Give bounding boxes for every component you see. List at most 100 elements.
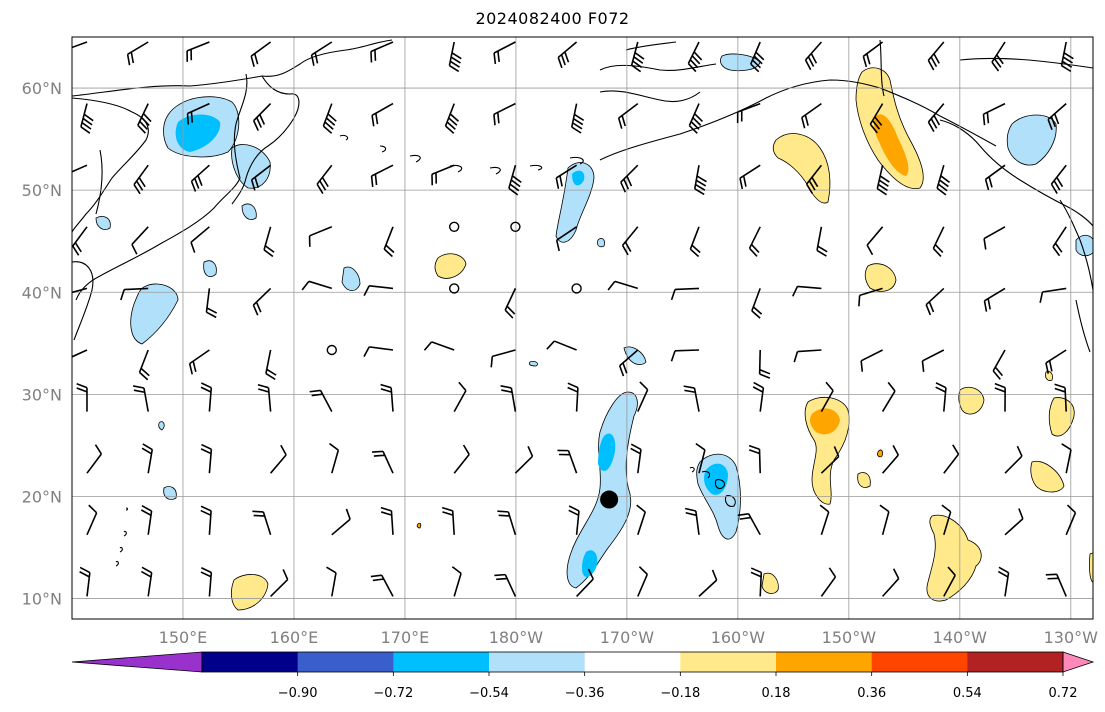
wind-barb xyxy=(265,349,277,381)
wind-barb xyxy=(820,567,837,597)
wind-barb xyxy=(997,566,1010,597)
wind-barb xyxy=(618,349,639,377)
wind-barb xyxy=(739,164,761,190)
wind-barb xyxy=(453,381,467,412)
colorbar-frame xyxy=(201,651,1064,673)
lon-tick-label: 170°E xyxy=(381,628,430,647)
wind-barb xyxy=(453,444,470,474)
wind-barb xyxy=(326,566,337,597)
wind-barb xyxy=(758,349,771,379)
wind-barb xyxy=(126,41,149,66)
coast-small-islands xyxy=(115,507,129,567)
neg-area-spot-c xyxy=(528,361,538,367)
pos-area-40n-141w xyxy=(864,263,897,292)
wind-barb xyxy=(881,381,896,413)
wind-barb xyxy=(86,504,98,536)
wind-barb xyxy=(804,41,823,71)
wind-barb xyxy=(1061,443,1072,474)
wind-barb xyxy=(1047,102,1067,131)
coast-aleutians xyxy=(339,134,584,175)
neg-area-kuril-small xyxy=(241,203,257,220)
lon-tick-label: 170°W xyxy=(600,628,655,647)
neg-area-spot-b xyxy=(623,346,647,365)
wind-barb xyxy=(876,165,890,196)
wind-barb xyxy=(80,103,94,134)
wind-barb xyxy=(982,102,1006,126)
wind-barb xyxy=(689,226,701,258)
coast-alaska-interior xyxy=(879,39,1093,97)
wind-barb xyxy=(858,287,883,307)
wind-barb xyxy=(188,349,210,375)
coast-okhotsk xyxy=(72,97,149,233)
wind-barb xyxy=(881,445,900,474)
storm-center-marker xyxy=(600,490,619,509)
wind-barb xyxy=(331,508,351,536)
wind-barb xyxy=(557,41,578,69)
wind-barb xyxy=(991,41,1006,72)
lon-tick-label: 150°E xyxy=(159,628,208,647)
wind-barb xyxy=(1052,226,1067,257)
map-background xyxy=(72,37,1093,619)
wind-barb xyxy=(693,165,707,196)
lon-tick-label: 130°W xyxy=(1044,628,1099,647)
pos-area-spot-141w xyxy=(877,449,883,458)
wind-barb xyxy=(252,103,272,131)
colorbar-swatch xyxy=(680,652,777,672)
wind-barb xyxy=(190,226,210,253)
colorbar-tick-label: −0.36 xyxy=(565,686,605,701)
wind-barb xyxy=(943,444,960,474)
wind-barb xyxy=(72,41,88,49)
colorbar-swatch xyxy=(489,652,586,672)
wind-barb xyxy=(508,164,522,196)
neg-area-west-40n xyxy=(130,283,179,345)
wind-barb xyxy=(72,287,88,294)
wind-barb xyxy=(793,349,822,363)
wind-barb xyxy=(862,41,884,68)
pos-area-central-core xyxy=(809,408,840,435)
wind-barb xyxy=(120,287,149,301)
wind-barb xyxy=(72,226,88,256)
map-title: 2024082400 F072 xyxy=(475,9,630,28)
wind-barb xyxy=(269,444,287,474)
wind-barb xyxy=(504,288,517,319)
wind-barb xyxy=(683,385,700,412)
wind-barb xyxy=(570,103,585,134)
wind-barb xyxy=(72,164,88,173)
calm-wind-circle xyxy=(326,344,337,356)
wind-barb xyxy=(792,285,822,297)
coast-oregon xyxy=(1075,299,1091,353)
wind-barb xyxy=(630,443,642,474)
lon-tick-label: 150°W xyxy=(822,628,877,647)
wind-barb xyxy=(316,164,333,194)
lat-tick-label: 50°N xyxy=(22,181,62,200)
neg-area-spot-d xyxy=(158,421,165,431)
wind-barb xyxy=(441,506,455,535)
wind-barb xyxy=(983,287,1006,312)
wind-barb xyxy=(943,566,956,597)
wind-barb xyxy=(252,510,272,536)
neg-area-173w xyxy=(555,162,595,243)
wind-barb xyxy=(1004,445,1023,474)
pos-area-12n-134w xyxy=(926,514,982,602)
wind-barb xyxy=(200,505,212,535)
wind-barb xyxy=(200,567,213,597)
wind-barb xyxy=(372,450,394,474)
wind-barb xyxy=(1050,164,1067,194)
wind-barb xyxy=(748,226,761,257)
wind-barb xyxy=(568,505,580,535)
pos-area-22n-128w xyxy=(1030,460,1065,493)
wind-barb xyxy=(137,103,152,134)
graticule xyxy=(72,37,1093,619)
neg-area-spot-e xyxy=(163,486,177,500)
pos-area-33n-small xyxy=(1045,371,1053,381)
wind-barb xyxy=(250,164,272,191)
wind-barb xyxy=(493,102,516,126)
wind-barb xyxy=(380,506,394,535)
neg-area-hawaii-core xyxy=(704,463,728,495)
neg-area-long-band-core2 xyxy=(582,550,598,577)
calm-wind-circle xyxy=(449,283,460,294)
pos-area-spot-17n xyxy=(416,522,422,529)
wind-barb xyxy=(748,444,761,474)
wind-barb xyxy=(1039,287,1067,303)
pos-area-12n-edge xyxy=(1089,552,1093,583)
